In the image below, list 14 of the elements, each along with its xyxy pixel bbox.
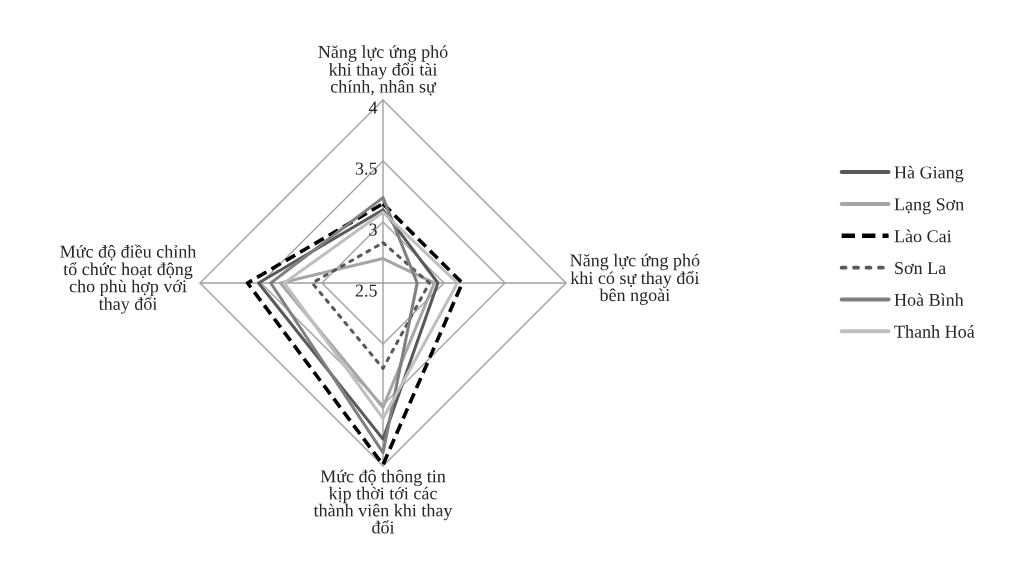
legend-label: Hà Giang xyxy=(894,165,964,183)
legend-label: Lào Cai xyxy=(894,229,952,243)
legend-label: Sơn La xyxy=(895,262,946,275)
legend-label: Thanh Hoá xyxy=(894,325,975,338)
spoke-label: Năng lực ứng phó khi thay đổi tài chính, nhân sự xyxy=(318,45,448,96)
spoke-label: Mức độ thông tin kịp thời tới các thành viên khi thay đổi xyxy=(313,469,453,534)
spoke-label: Năng lực ứng phó khi có sự thay đổi bên ngoài xyxy=(570,253,700,305)
y-tick-label: 3.5 xyxy=(355,162,377,175)
y-tick-label: 4 xyxy=(368,101,378,114)
y-tick-label: 2.5 xyxy=(355,284,377,297)
y-tick-label: 3 xyxy=(369,223,377,236)
legend-label: Lạng Sơn xyxy=(894,198,964,215)
legend-label: Hoà Bình xyxy=(894,293,964,306)
spoke-label: Mức độ điều chỉnh tổ chức hoạt động cho phù hợp với thay đổi xyxy=(60,244,197,314)
